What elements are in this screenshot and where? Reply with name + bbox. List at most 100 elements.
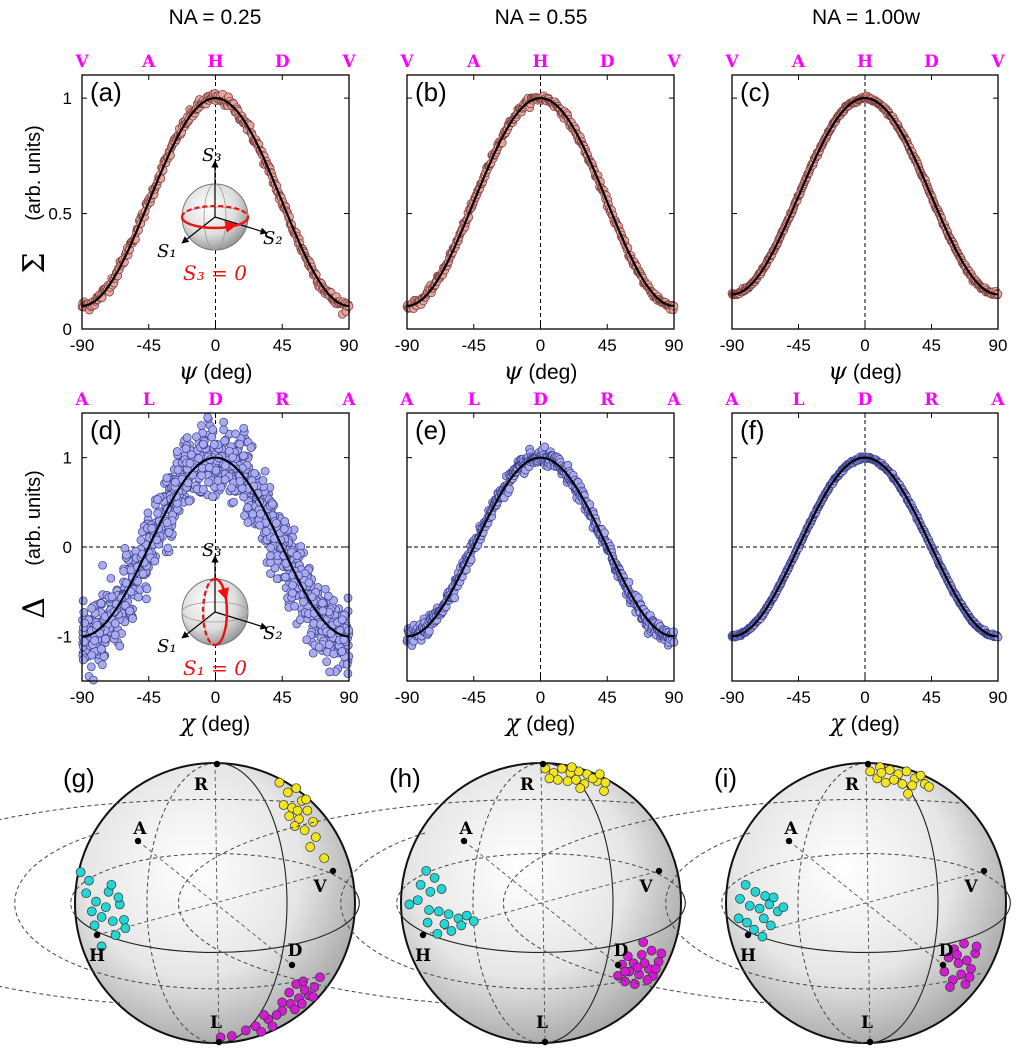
data-point (271, 518, 281, 528)
sphere-point (742, 917, 752, 928)
x-tick-label: -90 (720, 688, 745, 707)
data-point (261, 527, 271, 536)
inset-caption: S₃ = 0 (183, 261, 247, 285)
sphere-point (552, 774, 563, 785)
top-tick-label: L (793, 390, 805, 410)
sphere-point (903, 788, 913, 799)
top-tick-label: D (275, 52, 290, 72)
sphere-point (91, 896, 101, 907)
sphere-point (638, 937, 649, 948)
sphere-point (884, 765, 895, 775)
data-point (99, 652, 109, 661)
data-point (153, 495, 162, 504)
data-point (119, 566, 129, 576)
data-point (325, 667, 335, 677)
x-tick-label: -45 (461, 688, 486, 707)
panel-label: (i) (714, 763, 737, 793)
top-tick-label: D (208, 390, 223, 410)
sphere-point (599, 786, 609, 796)
data-point (540, 442, 550, 452)
top-tick-label: A (724, 390, 739, 410)
sphere-point (956, 969, 967, 980)
sphere-point (292, 805, 303, 816)
column-title-1: NA = 0.25 (169, 6, 262, 29)
sphere-point (735, 893, 745, 904)
x-axis-label: χ (deg) (504, 709, 575, 737)
data-point (308, 648, 318, 658)
x-tick-label: -45 (786, 336, 811, 355)
sphere-point (96, 912, 107, 922)
x-tick-label: -90 (395, 336, 420, 355)
data-point (318, 606, 328, 616)
top-tick-label: A (666, 390, 681, 410)
top-tick-label: V (341, 52, 356, 72)
data-point (288, 588, 297, 598)
data-point (265, 551, 275, 561)
data-point (107, 592, 117, 602)
sphere-point (284, 987, 295, 998)
sphere-point (907, 780, 918, 791)
inset-label-s2: S₂ (263, 228, 283, 249)
x-axis-label: ψ (deg) (828, 357, 902, 385)
pole-label-L: L (210, 1013, 222, 1033)
top-tick-label: V (724, 52, 739, 72)
data-point (209, 440, 219, 449)
top-tick-label: V (666, 52, 681, 72)
x-axis-unit: (deg) (845, 713, 900, 736)
sphere-point (750, 886, 761, 897)
sphere-point (897, 779, 908, 789)
pole-V (980, 867, 988, 875)
sphere-point (600, 777, 611, 788)
inset-red-arrow (217, 587, 229, 601)
inset-poincare: S₃ S₂ S₁ S₁ = 0 (157, 540, 283, 680)
x-tick-label: 45 (598, 688, 617, 707)
data-point (78, 596, 88, 606)
sphere-point (544, 773, 555, 784)
data-point (172, 447, 182, 456)
sphere-point (945, 982, 955, 992)
sphere-point (259, 1010, 269, 1020)
sphere-point (964, 972, 975, 983)
top-tick-label: V (74, 52, 89, 72)
pole-D (288, 961, 296, 969)
x-tick-label: -45 (136, 688, 161, 707)
data-point (134, 592, 143, 602)
x-axis-symbol: χ (179, 709, 197, 737)
data-point (86, 662, 96, 672)
sphere-point (75, 867, 86, 878)
top-tick-label: A (990, 390, 1005, 410)
pole-D (939, 961, 947, 969)
delta-ylabel-text: (arb. units) (23, 470, 45, 566)
x-tick-label: -45 (136, 336, 161, 355)
data-point (173, 465, 183, 475)
data-point (98, 560, 107, 570)
top-tick-label: H (857, 52, 873, 72)
x-tick-label: 90 (340, 688, 359, 707)
x-tick-label: 45 (598, 336, 617, 355)
sphere-point (740, 879, 751, 890)
data-point (97, 644, 106, 654)
sphere-point (562, 776, 573, 787)
sphere-point (575, 783, 586, 794)
sphere-point (966, 963, 976, 974)
fit-curve (82, 456, 349, 638)
data-point (302, 635, 312, 645)
x-tick-label: 90 (340, 336, 359, 355)
x-tick-label: 0 (860, 336, 869, 355)
x-tick-label: 45 (922, 336, 941, 355)
fit-curve (406, 96, 675, 307)
top-tick-label: D (533, 390, 548, 410)
data-point (299, 597, 308, 607)
data-point (243, 503, 253, 512)
sphere-point (901, 766, 912, 777)
data-point (258, 476, 268, 485)
data-point (280, 517, 290, 526)
data-point (136, 535, 146, 545)
data-point (147, 524, 157, 533)
data-point (256, 509, 265, 519)
data-point (235, 439, 245, 449)
sphere-point (765, 920, 776, 931)
pole-D (614, 961, 622, 969)
pole-label-H: H (89, 946, 105, 966)
